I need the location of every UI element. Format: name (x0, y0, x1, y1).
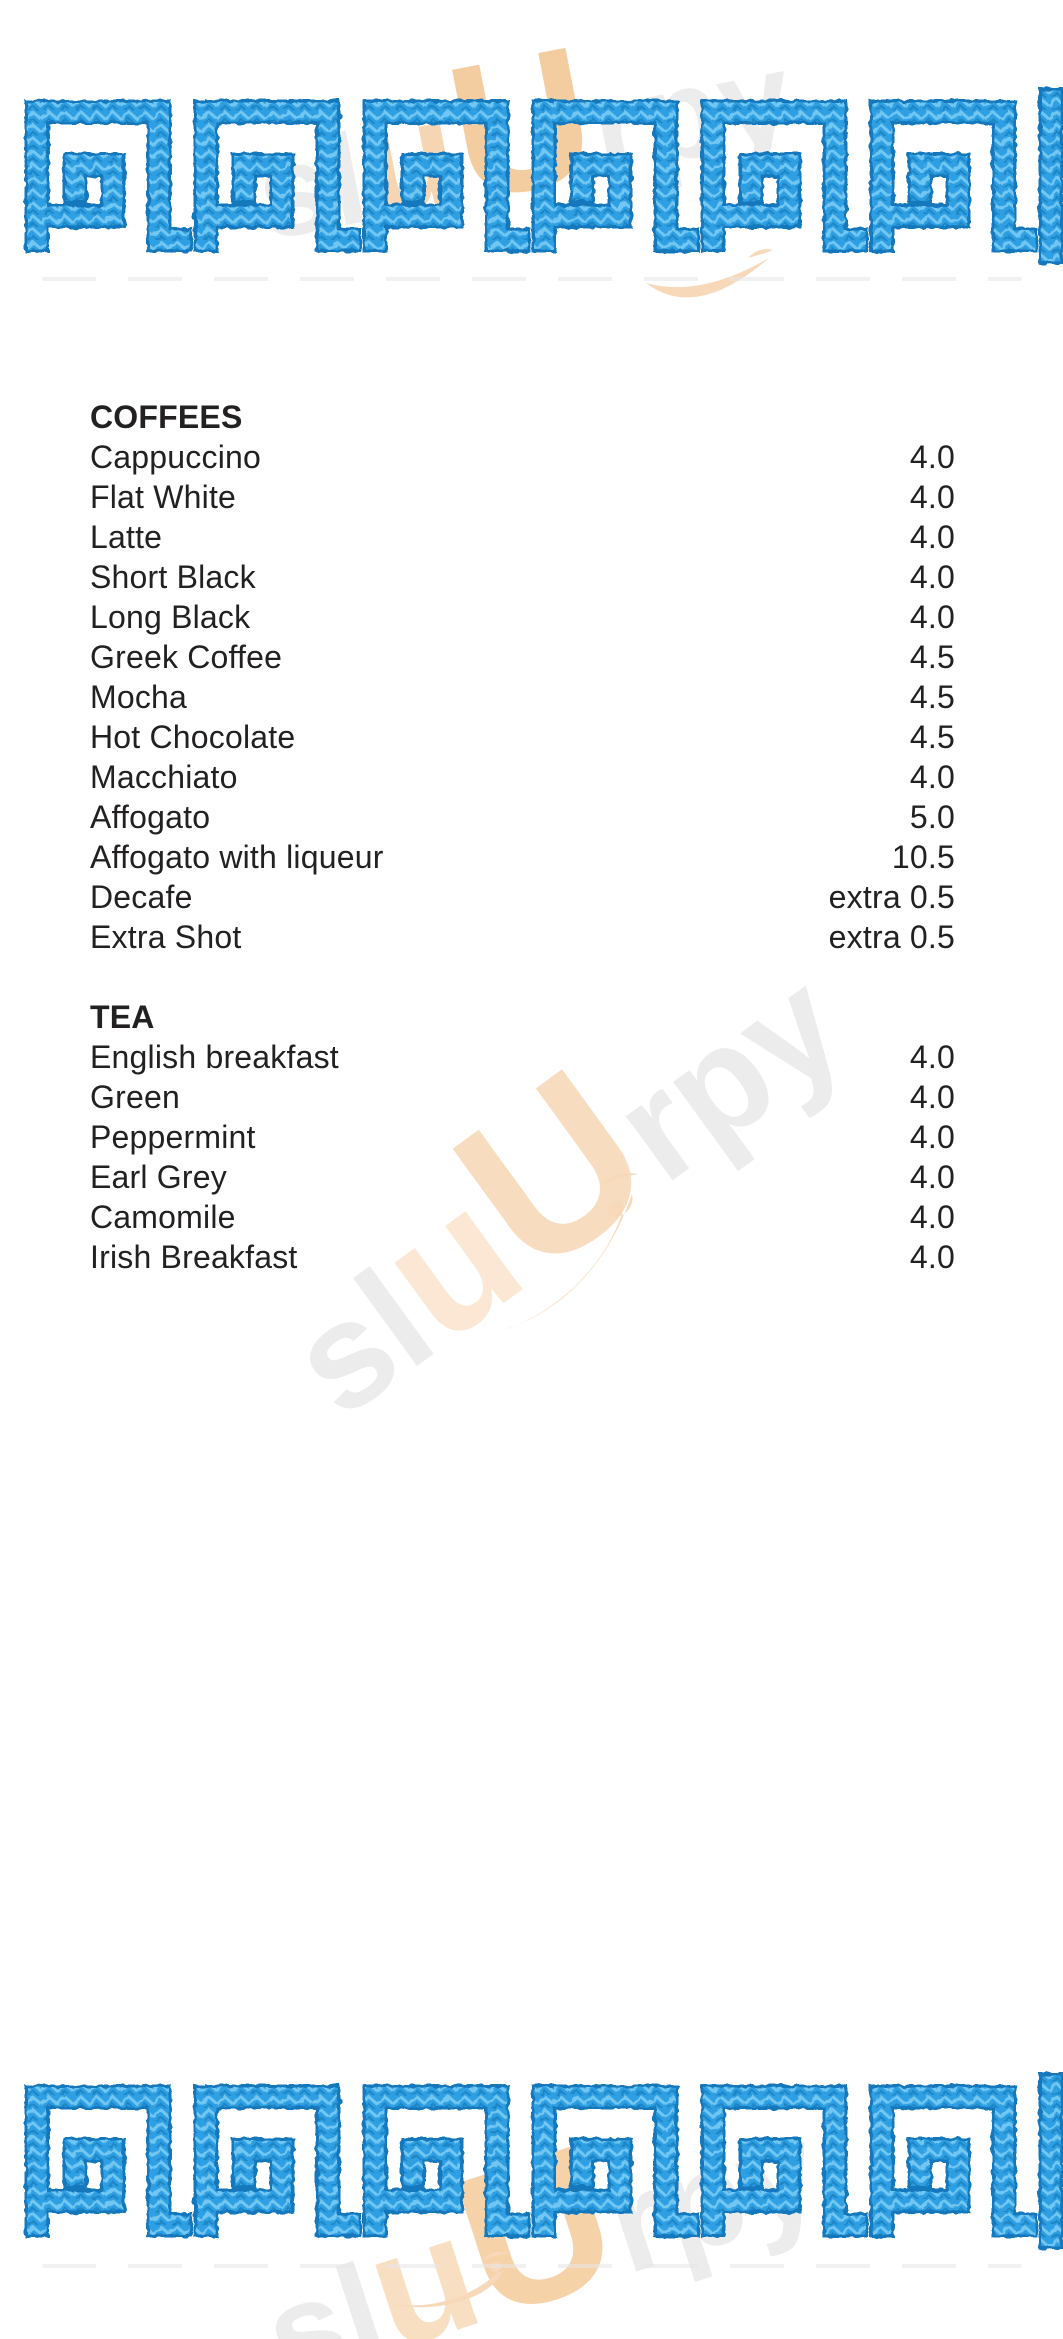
menu-item-price: 4.0 (909, 759, 955, 795)
menu-item-row: Flat White 4.0 (90, 477, 955, 517)
menu-item-row: Camomile 4.0 (90, 1197, 955, 1237)
menu-item-row: Long Black 4.0 (90, 597, 955, 637)
menu-item-row: Decafe extra 0.5 (90, 877, 955, 917)
menu-item-price: extra 0.5 (828, 919, 955, 955)
menu-item-row: Short Black 4.0 (90, 557, 955, 597)
menu-item-row: Irish Breakfast 4.0 (90, 1237, 955, 1277)
swoosh-smile-icon (645, 249, 774, 298)
swoosh-smile-icon (374, 2252, 512, 2308)
menu-item-name: Short Black (90, 559, 256, 595)
menu-item-price: 4.0 (909, 519, 955, 555)
menu-item-row: Green 4.0 (90, 1077, 955, 1117)
menu-item-row: Earl Grey 4.0 (90, 1157, 955, 1197)
menu-item-price: 4.0 (909, 1159, 955, 1195)
greek-key-border-bottom (24, 2072, 1063, 2250)
swoosh-smile-icon (496, 1173, 638, 1332)
menu-item-price: 4.0 (909, 439, 955, 475)
menu-item-price: 4.0 (909, 1239, 955, 1275)
menu-root: COFFEES Cappuccino 4.0 Flat White 4.0 La… (90, 397, 955, 1277)
menu-item-row: Affogato with liqueur 10.5 (90, 837, 955, 877)
menu-section-heading: TEA (90, 999, 155, 1035)
menu-item-price: 4.0 (909, 559, 955, 595)
menu-item-price: 4.5 (909, 639, 955, 675)
menu-item-name: Affogato with liqueur (90, 839, 384, 875)
menu-item-name: Flat White (90, 479, 237, 515)
menu-item-name: Affogato (90, 799, 211, 835)
menu-item-price: 10.5 (891, 839, 955, 875)
menu-item-price: 5.0 (909, 799, 955, 835)
menu-item-name: Greek Coffee (90, 639, 283, 675)
menu-item-row: Latte 4.0 (90, 517, 955, 557)
menu-section: COFFEES Cappuccino 4.0 Flat White 4.0 La… (90, 397, 955, 957)
menu-item-price: extra 0.5 (828, 879, 955, 915)
menu-item-price: 4.0 (909, 1079, 955, 1115)
menu-item-row: Hot Chocolate 4.5 (90, 717, 955, 757)
menu-item-name: Latte (90, 519, 163, 555)
menu-item-name: Peppermint (90, 1119, 256, 1155)
greek-key-border-top (24, 87, 1063, 265)
menu-item-name: Decafe (90, 879, 193, 915)
menu-item-price: 4.5 (909, 679, 955, 715)
menu-item-name: Macchiato (90, 759, 238, 795)
stitch-shadow-line (42, 277, 1022, 281)
menu-item-name: Hot Chocolate (90, 719, 296, 755)
menu-item-name: Mocha (90, 679, 188, 715)
menu-item-row: Cappuccino 4.0 (90, 437, 955, 477)
menu-item-name: Extra Shot (90, 919, 242, 955)
menu-item-name: Green (90, 1079, 180, 1115)
menu-item-name: Earl Grey (90, 1159, 227, 1195)
menu-item-row: Peppermint 4.0 (90, 1117, 955, 1157)
menu-item-price: 4.0 (909, 479, 955, 515)
menu-item-name: Long Black (90, 599, 251, 635)
menu-item-name: Cappuccino (90, 439, 261, 475)
menu-item-row: English breakfast 4.0 (90, 1037, 955, 1077)
menu-section: TEA English breakfast 4.0 Green 4.0 Pepp… (90, 997, 955, 1277)
menu-section-heading-row: COFFEES (90, 397, 955, 437)
menu-item-row: Extra Shot extra 0.5 (90, 917, 955, 957)
menu-item-name: English breakfast (90, 1039, 339, 1075)
menu-item-name: Irish Breakfast (90, 1239, 298, 1275)
stitch-shadow-line (42, 2264, 1022, 2268)
menu-item-price: 4.0 (909, 1039, 955, 1075)
menu-item-price: 4.0 (909, 1119, 955, 1155)
menu-item-row: Affogato 5.0 (90, 797, 955, 837)
menu-section-heading-row: TEA (90, 997, 955, 1037)
menu-item-name: Camomile (90, 1199, 236, 1235)
menu-item-price: 4.0 (909, 1199, 955, 1235)
menu-item-row: Macchiato 4.0 (90, 757, 955, 797)
menu-item-row: Greek Coffee 4.5 (90, 637, 955, 677)
menu-item-price: 4.0 (909, 599, 955, 635)
menu-item-price: 4.5 (909, 719, 955, 755)
menu-section-heading: COFFEES (90, 399, 243, 435)
menu-item-row: Mocha 4.5 (90, 677, 955, 717)
